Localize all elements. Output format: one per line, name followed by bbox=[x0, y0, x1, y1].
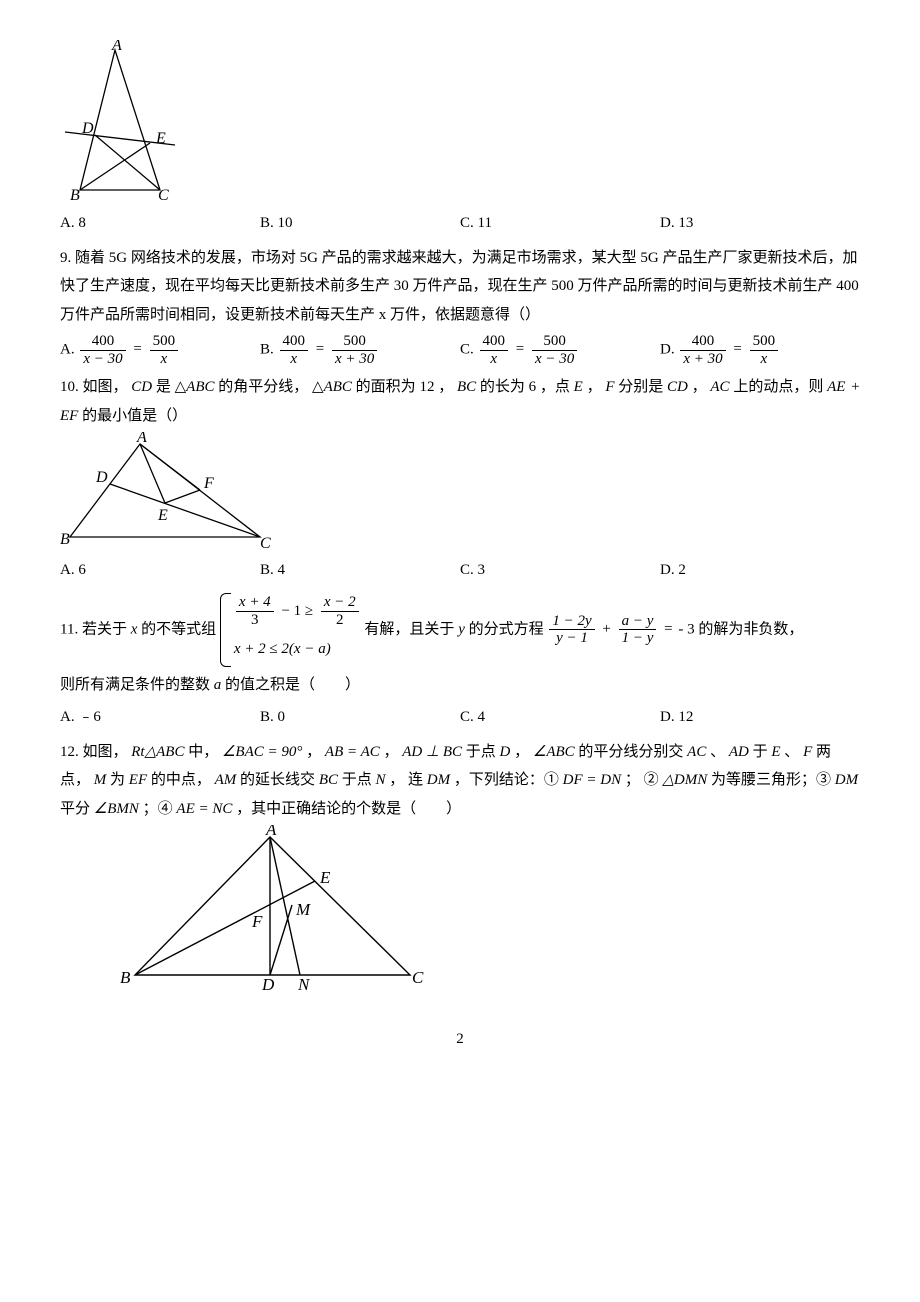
fig8-label-b: B bbox=[70, 187, 80, 204]
q9-opt-b: B. 400x = 500x + 30 bbox=[260, 333, 460, 367]
q9-opt-a: A. 400x − 30 = 500x bbox=[60, 333, 260, 367]
q11-text: 11. 若关于 x 的不等式组 x + 43 − 1 ≥ x − 22 x + … bbox=[60, 591, 860, 669]
q10-opt-d: D. 2 bbox=[660, 556, 860, 585]
page-number: 2 bbox=[60, 1025, 860, 1054]
fig8-label-d: D bbox=[81, 120, 94, 137]
q11-text-2: 则所有满足条件的整数 a 的值之积是（ ） bbox=[60, 671, 860, 700]
q9-num: 9. bbox=[60, 250, 71, 266]
q8-figure: A D E B C bbox=[60, 40, 190, 205]
q11-opt-c: C. 4 bbox=[460, 703, 660, 732]
q10-options: A. 6 B. 4 C. 3 D. 2 bbox=[60, 556, 860, 585]
q8-opt-c: C. 11 bbox=[460, 209, 660, 238]
fig8-label-e: E bbox=[155, 130, 166, 147]
svg-text:M: M bbox=[295, 900, 311, 919]
q10-text: 10. 如图， CD 是 △ABC 的角平分线， △ABC 的面积为 12 ， … bbox=[60, 373, 860, 430]
q12-text: 12. 如图， Rt△ABC 中， ∠BAC = 90° ， AB = AC ，… bbox=[60, 738, 860, 824]
q11-opt-b: B. 0 bbox=[260, 703, 460, 732]
svg-text:N: N bbox=[297, 975, 311, 994]
q11-options: A. ﹣6 B. 0 C. 4 D. 12 bbox=[60, 703, 860, 732]
q12-figure: A B C D N E F M bbox=[120, 825, 430, 995]
svg-text:F: F bbox=[251, 912, 263, 931]
svg-text:A: A bbox=[136, 432, 147, 446]
q9-options: A. 400x − 30 = 500x B. 400x = 500x + 30 … bbox=[60, 333, 860, 367]
q9-body: 随着 5G 网络技术的发展，市场对 5G 产品的需求越来越大，为满足市场需求，某… bbox=[60, 250, 859, 323]
svg-text:D: D bbox=[95, 469, 108, 486]
fig8-label-a: A bbox=[111, 40, 122, 54]
fig8-label-c: C bbox=[158, 187, 169, 204]
inequality-system: x + 43 − 1 ≥ x − 22 x + 2 ≤ 2(x − a) bbox=[220, 591, 361, 669]
q8-options: A. 8 B. 10 C. 11 D. 13 bbox=[60, 209, 860, 238]
svg-text:B: B bbox=[120, 968, 131, 987]
q10-opt-a: A. 6 bbox=[60, 556, 260, 585]
svg-text:D: D bbox=[261, 975, 275, 994]
svg-text:C: C bbox=[412, 968, 424, 987]
svg-text:E: E bbox=[319, 868, 331, 887]
svg-text:E: E bbox=[157, 507, 168, 524]
q11-opt-d: D. 12 bbox=[660, 703, 860, 732]
svg-text:A: A bbox=[265, 825, 277, 839]
svg-text:B: B bbox=[60, 531, 70, 548]
q8-opt-d: D. 13 bbox=[660, 209, 860, 238]
svg-text:C: C bbox=[260, 535, 271, 552]
q10-opt-c: C. 3 bbox=[460, 556, 660, 585]
q9-opt-c: C. 400x = 500x − 30 bbox=[460, 333, 660, 367]
q8-opt-a: A. 8 bbox=[60, 209, 260, 238]
q10-opt-b: B. 4 bbox=[260, 556, 460, 585]
q8-opt-b: B. 10 bbox=[260, 209, 460, 238]
q9-opt-d: D. 400x + 30 = 500x bbox=[660, 333, 860, 367]
q9-text: 9. 随着 5G 网络技术的发展，市场对 5G 产品的需求越来越大，为满足市场需… bbox=[60, 244, 860, 330]
svg-text:F: F bbox=[203, 475, 214, 492]
q11-opt-a: A. ﹣6 bbox=[60, 703, 260, 732]
q10-figure: A D F E B C bbox=[60, 432, 280, 552]
